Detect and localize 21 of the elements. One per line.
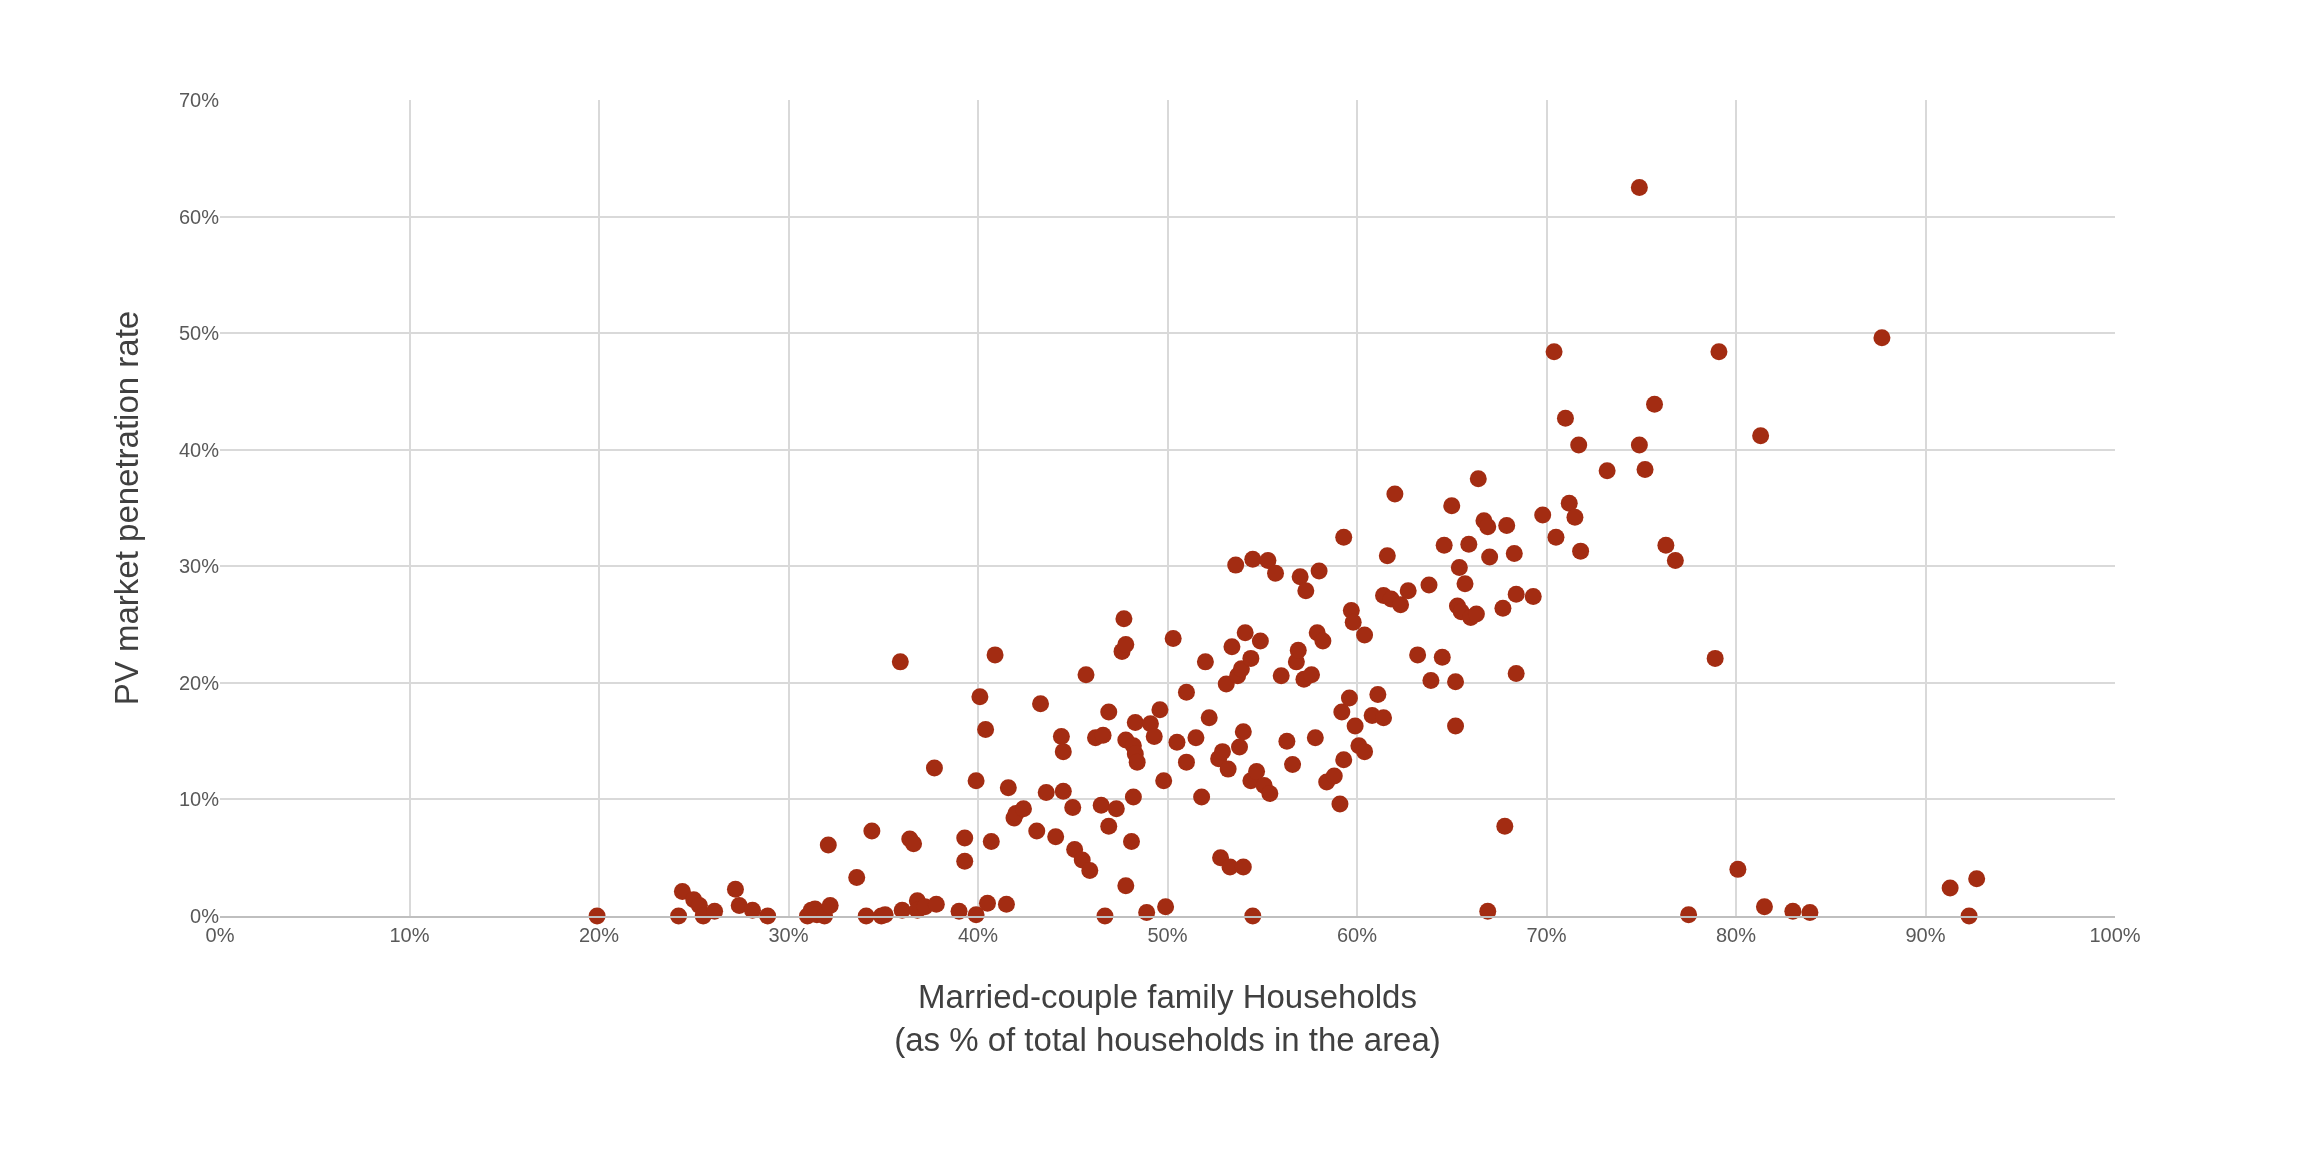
y-tick-label: 70% (178, 89, 220, 111)
x-tick-label: 60% (1336, 924, 1378, 946)
x-tick-label: 50% (1147, 924, 1188, 946)
y-tick-label: 30% (178, 555, 220, 578)
y-tick-label: 0% (190, 905, 220, 927)
y-tick-label: 10% (178, 788, 220, 811)
x-tick-label: 20% (578, 924, 620, 946)
x-axis-title: Married-couple family Households (as % of total households in the area) (894, 978, 1441, 1058)
x-tick-label: 10% (389, 924, 430, 946)
y-axis-title: PV market penetration rate (107, 310, 145, 706)
x-tick-label: 100% (2089, 924, 2141, 946)
x-tick-label: 80% (1715, 924, 1757, 946)
x-tick-label: 0% (205, 924, 235, 946)
y-tick-label: 20% (178, 671, 220, 694)
x-tick-label: 40% (957, 924, 999, 946)
y-tick-label: 60% (178, 205, 220, 228)
x-tick-label: 90% (1905, 924, 1946, 946)
x-tick-label: 70% (1526, 924, 1567, 946)
y-tick-label: 50% (178, 322, 220, 345)
y-tick-label: 40% (178, 438, 220, 461)
x-tick-label: 30% (768, 924, 809, 946)
